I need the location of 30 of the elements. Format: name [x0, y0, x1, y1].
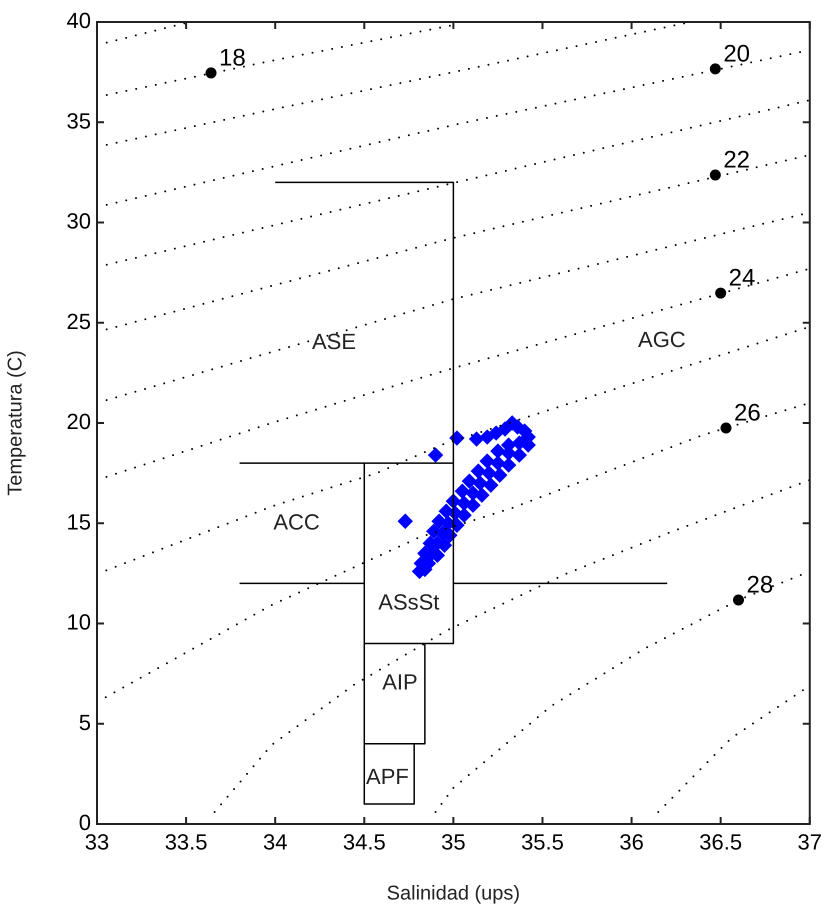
y-tick-label: 5: [78, 710, 91, 735]
annotation: 24: [728, 264, 756, 292]
annotation: 18: [219, 44, 246, 72]
annotation: ASE: [312, 328, 356, 354]
annotation: 22: [723, 146, 750, 174]
x-tick-label: 36.5: [699, 829, 742, 854]
y-tick-label: 10: [66, 610, 91, 635]
annotation: 20: [723, 40, 750, 68]
x-tick-label: 35: [441, 829, 466, 854]
y-tick-label: 15: [66, 509, 91, 534]
x-axis-title: Salinidad (ups): [386, 882, 520, 905]
annotation: 26: [734, 400, 761, 427]
annotation: ACC: [273, 509, 320, 534]
y-tick-label: 30: [66, 208, 91, 234]
annotation: APF: [366, 764, 409, 789]
y-tick-label: 25: [66, 308, 91, 334]
annotation: ASsSt: [378, 590, 440, 615]
x-tick-label: 35.5: [521, 829, 564, 854]
x-tick-label: 36: [619, 829, 644, 854]
x-tick-label: 33.5: [164, 829, 208, 854]
annotation: AIP: [382, 670, 418, 695]
x-tick-label: 34.5: [342, 829, 386, 854]
y-tick-label: 40: [66, 8, 91, 34]
annotation: 28: [746, 572, 774, 599]
annotation: AGC: [638, 326, 686, 352]
y-axis-title: Temperatura (C): [4, 350, 27, 496]
y-tick-label: 35: [66, 108, 91, 134]
y-tick-label: 20: [66, 409, 91, 434]
x-tick-label: 37: [798, 829, 822, 854]
x-tick-label: 34: [262, 829, 288, 854]
